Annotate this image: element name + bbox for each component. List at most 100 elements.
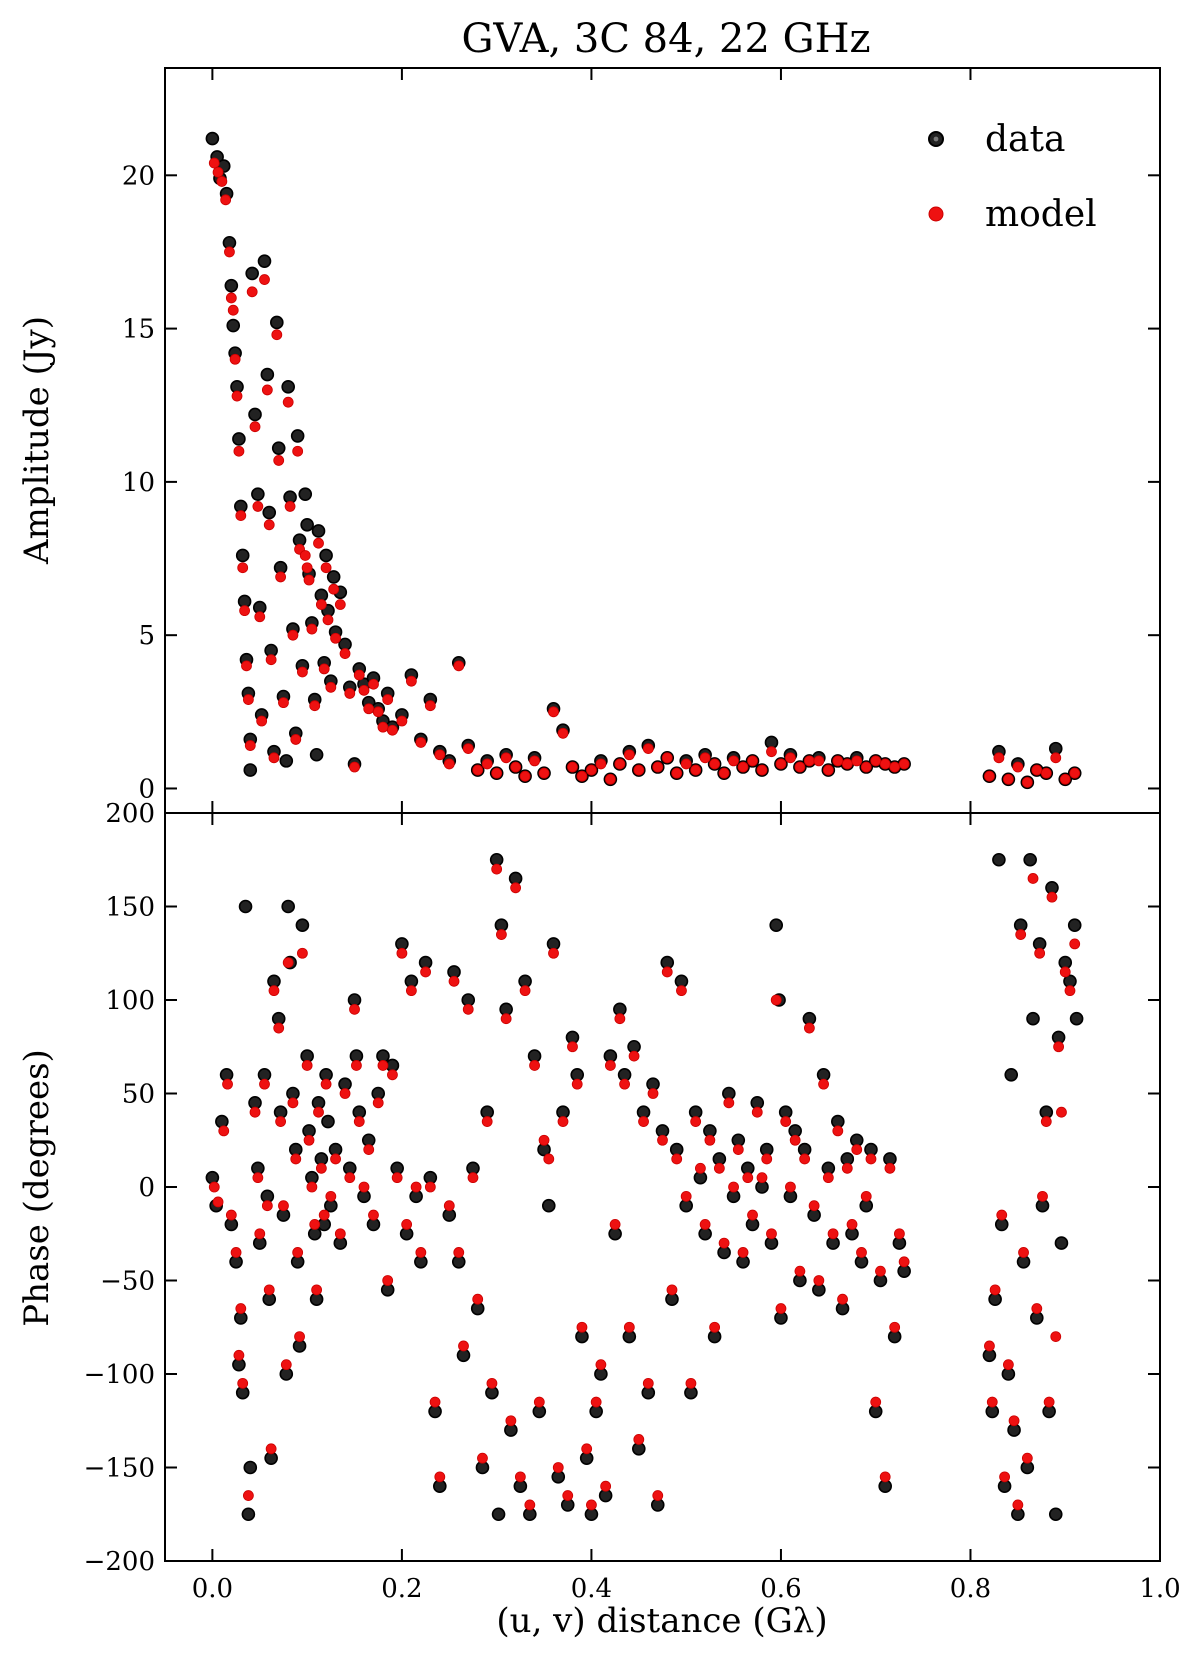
amplitude-model-point <box>231 390 243 402</box>
distance-xtick-label: 0.8 <box>950 1574 991 1604</box>
phase-model-point <box>481 1116 493 1127</box>
phase-xticks: 0.0 0.2 0.4 0.6 0.8 1.0 <box>192 813 1181 1604</box>
phase-model-point <box>671 1153 683 1165</box>
distance-axis-label: (u, v) distance (Gλ) <box>496 1601 827 1641</box>
phase-model-point <box>751 1106 763 1118</box>
phase-model-point <box>491 863 503 875</box>
phase-model-point <box>1050 1331 1062 1342</box>
amplitude-model-point <box>775 758 787 770</box>
amplitude-model-point <box>325 681 337 693</box>
amplitude-model-point <box>633 764 645 776</box>
phase-model-point <box>865 1153 877 1165</box>
phase-model-point <box>661 966 673 978</box>
phase-model-point <box>1008 1415 1020 1427</box>
amplitude-model-point <box>275 571 287 583</box>
phase-model-point <box>334 1228 346 1240</box>
phase-model-point <box>785 1181 796 1193</box>
amplitude-model-point <box>832 755 844 767</box>
phase-data-point <box>1048 1507 1063 1522</box>
phase-model-point <box>884 1162 896 1174</box>
phase-model-point <box>396 947 408 959</box>
phase-model-point <box>1015 929 1027 940</box>
amplitude-model-point <box>313 537 324 549</box>
phase-model-point <box>827 1228 839 1240</box>
phase-model-point <box>230 1247 242 1258</box>
phase-model-point <box>860 1190 872 1202</box>
amplitude-model-point <box>424 700 436 712</box>
phase-model-point <box>273 1022 285 1034</box>
phase-model-point <box>1056 1106 1067 1118</box>
phase-model-point <box>595 1359 607 1371</box>
phase-model-point <box>514 1471 526 1483</box>
amplitude-model-point <box>434 749 446 761</box>
phase-model-point <box>261 1200 273 1212</box>
phase-model-point <box>657 1134 668 1146</box>
phase-model-point <box>1053 1041 1065 1053</box>
amplitude-data-point <box>281 380 295 394</box>
amplitude-data-point <box>262 505 277 520</box>
phase-model-point <box>552 1462 564 1473</box>
amplitude-model-point <box>358 684 370 696</box>
phase-model-point <box>986 1396 998 1408</box>
phase-model-point <box>695 1162 706 1174</box>
phase-model-point <box>690 1116 702 1127</box>
phase-model-point <box>851 1144 863 1155</box>
amplitude-model-point <box>586 764 597 776</box>
amplitude-model-point <box>368 678 379 690</box>
amplitude-model-point <box>405 675 417 687</box>
amplitude-model-point <box>1031 764 1043 776</box>
phase-model-point <box>349 1003 360 1015</box>
amplitude-model-point <box>661 752 673 764</box>
phase-model-point <box>208 1181 220 1193</box>
amplitude-model-point <box>235 510 247 522</box>
amplitude-model-point <box>481 758 493 770</box>
phase-data-point <box>295 918 310 933</box>
phase-model-point <box>586 1499 597 1511</box>
amplitude-data-point <box>271 441 286 455</box>
phase-model-point <box>529 1060 540 1071</box>
amplitude-model-point <box>737 761 749 773</box>
phase-model-point <box>856 1247 867 1258</box>
amplitude-data-point <box>279 754 294 768</box>
amplitude-ytick-label: 10 <box>122 468 155 498</box>
amplitude-model-point <box>256 715 268 727</box>
amplitude-model-point <box>377 721 389 733</box>
phase-model-point <box>309 1219 321 1230</box>
amplitude-model-point <box>623 749 635 761</box>
amplitude-model-point <box>718 767 730 779</box>
phase-model-point <box>794 1265 806 1277</box>
phase-ytick-label: −100 <box>84 1360 155 1390</box>
phase-model-point <box>889 1321 901 1333</box>
amplitude-model-point <box>237 562 249 574</box>
amplitude-model-point <box>344 688 356 699</box>
phase-model-point <box>486 1377 498 1389</box>
phase-model-point <box>222 1078 233 1090</box>
amplitude-model-point <box>241 660 252 672</box>
amplitude-model-point <box>766 746 777 758</box>
amplitude-data-point <box>245 266 259 281</box>
phase-model-point <box>510 882 522 894</box>
amplitude-axis-label: Amplitude (Jy) <box>17 316 57 565</box>
phase-model-point <box>709 1321 721 1333</box>
phase-model-point <box>567 1041 578 1053</box>
amplitude-model-point <box>212 166 224 178</box>
phase-model-point <box>562 1490 574 1501</box>
amplitude-data-point <box>326 570 341 584</box>
phase-model-point <box>732 1144 744 1155</box>
phase-model-point <box>472 1293 484 1305</box>
phase-model-point <box>870 1396 882 1408</box>
phase-model-point <box>647 1088 659 1099</box>
amplitude-model-point <box>756 764 768 776</box>
phase-model-point <box>1012 1499 1024 1511</box>
amplitude-model-point <box>1002 773 1014 785</box>
amplitude-data-point <box>205 131 220 146</box>
amplitude-ytick-label: 15 <box>122 315 155 345</box>
amplitude-model-point <box>642 743 654 755</box>
phase-model-point <box>799 1153 811 1165</box>
amplitude-model-point <box>462 743 474 755</box>
amplitude-model-point <box>227 304 239 316</box>
amplitude-model-point <box>709 758 721 770</box>
phase-model-point <box>252 1172 264 1184</box>
phase-model-point <box>742 1172 754 1184</box>
amplitude-model-point <box>822 764 834 776</box>
